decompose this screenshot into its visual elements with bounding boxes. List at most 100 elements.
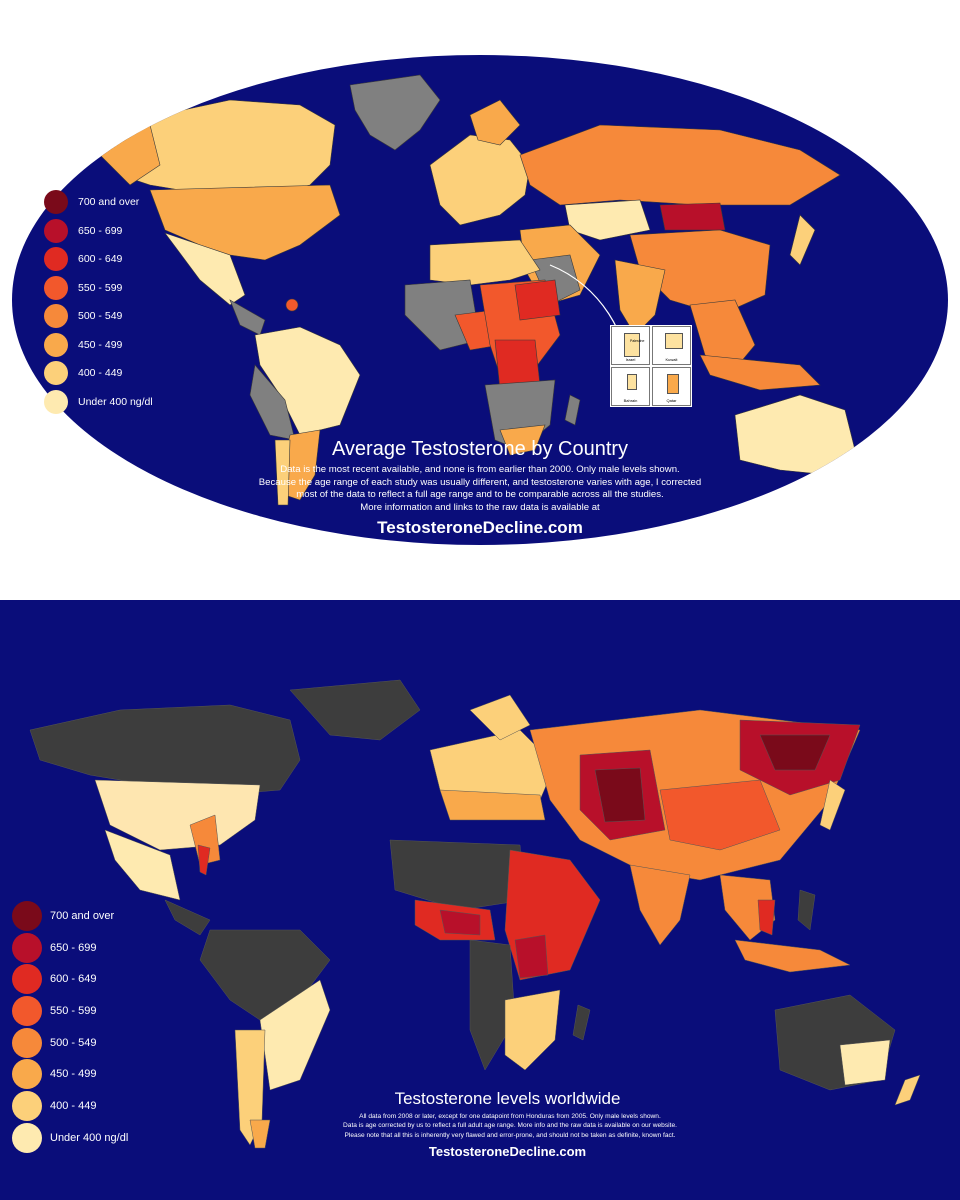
description-line: All data from 2008 or later, except for … xyxy=(359,1113,661,1120)
usa xyxy=(94,779,261,851)
madagascar xyxy=(572,1004,591,1041)
central-africa xyxy=(469,939,516,1071)
scandinavia xyxy=(469,99,521,146)
legend-label: 650 - 699 xyxy=(50,941,97,954)
north-africa xyxy=(389,839,526,911)
map1-description: Data is the most recent available, and n… xyxy=(200,464,760,514)
legend-map2: 700 and over 650 - 699 600 - 649 550 - 5… xyxy=(12,900,128,1154)
patagonia xyxy=(249,1119,271,1149)
inset-label-israel: Israel xyxy=(625,357,636,362)
legend-swatch xyxy=(44,218,68,243)
south-america-east xyxy=(259,979,331,1091)
west-africa xyxy=(404,279,481,351)
australia-east xyxy=(839,1039,891,1086)
south-america-north xyxy=(254,326,361,436)
legend-swatch xyxy=(12,900,42,931)
legend-label: 700 and over xyxy=(50,909,115,922)
heatmap-map xyxy=(0,600,960,1200)
legend-item: 650 - 699 xyxy=(12,932,128,964)
description-line: Please note that all this is inherently … xyxy=(344,1131,676,1139)
mediterranean-band xyxy=(439,789,546,821)
chile xyxy=(274,439,291,506)
new-zealand xyxy=(849,469,876,501)
legend-item: 500 - 549 xyxy=(12,1027,128,1059)
description-line: Because the age range of each study was … xyxy=(258,476,702,488)
legend-swatch xyxy=(44,275,68,300)
legend-label: 600 - 649 xyxy=(50,973,97,986)
north-africa xyxy=(429,239,541,286)
legend-item: 450 - 499 xyxy=(44,331,153,360)
version-label: v7 - 10/12/23 xyxy=(670,527,724,537)
japan xyxy=(819,779,846,831)
map2-website: TestosteroneDecline.com xyxy=(428,1144,587,1159)
legend-label: 550 - 599 xyxy=(50,1004,97,1017)
description-line: Data is age corrected by us to reflect a… xyxy=(343,1122,677,1130)
peru-bolivia xyxy=(249,364,296,441)
southern-africa xyxy=(504,989,561,1071)
canada xyxy=(109,99,336,196)
florida xyxy=(197,844,211,876)
legend-label: 650 - 699 xyxy=(78,224,123,237)
legend-swatch xyxy=(44,332,68,357)
legend-label: 600 - 649 xyxy=(78,253,123,266)
legend-label: 500 - 549 xyxy=(78,310,123,323)
legend-swatch xyxy=(12,1122,42,1153)
inset-label-palestine: Palestine xyxy=(630,339,645,343)
caribbean-island xyxy=(285,298,299,312)
usa xyxy=(149,184,341,261)
legend-item: 400 - 449 xyxy=(44,359,153,388)
legend-swatch xyxy=(44,389,68,414)
legend-swatch xyxy=(12,932,42,963)
india xyxy=(629,864,691,946)
legend-swatch xyxy=(44,304,68,329)
legend-swatch xyxy=(12,1090,42,1121)
indonesia xyxy=(734,939,851,973)
legend-label: 500 - 549 xyxy=(50,1036,97,1049)
legend-swatch xyxy=(12,1059,42,1090)
legend-label: Under 400 ng/dl xyxy=(50,1131,129,1144)
map1-website: TestosteroneDecline.com xyxy=(377,518,583,537)
canada-alaska xyxy=(29,704,301,796)
legend-label: 450 - 499 xyxy=(50,1068,97,1081)
japan xyxy=(789,214,816,266)
legend-swatch xyxy=(44,361,68,386)
central-asia-core xyxy=(594,767,646,823)
russia-east-core xyxy=(759,734,831,771)
west-africa-core xyxy=(439,909,481,936)
indonesia xyxy=(699,354,821,391)
legend-label: 450 - 499 xyxy=(78,338,123,351)
legend-map1: 700 and over 650 - 699 600 - 649 550 - 5… xyxy=(44,188,153,416)
legend-item: 700 and over xyxy=(44,188,153,217)
legend-swatch xyxy=(12,1027,42,1058)
description-line: most of the data to reflect a full age r… xyxy=(296,489,664,501)
inset-label-qatar: Qatar xyxy=(666,398,677,403)
mexico xyxy=(164,232,246,306)
legend-item: 450 - 499 xyxy=(12,1058,128,1090)
russia xyxy=(519,124,841,206)
philippines xyxy=(797,889,816,931)
legend-swatch xyxy=(44,190,68,215)
mongolia xyxy=(659,202,726,231)
china-band xyxy=(659,779,781,851)
map2-description: All data from 2008 or later, except for … xyxy=(250,1112,770,1140)
legend-label: Under 400 ng/dl xyxy=(78,395,153,408)
usa-southeast xyxy=(189,814,221,866)
scandinavia xyxy=(469,694,531,741)
country-map xyxy=(0,55,960,545)
legend-item: Under 400 ng/dl xyxy=(12,1122,128,1154)
legend-swatch xyxy=(12,964,42,995)
legend-label: 400 - 449 xyxy=(78,367,123,380)
description-line: Data is the most recent available, and n… xyxy=(280,464,680,475)
legend-item: 500 - 549 xyxy=(44,302,153,331)
legend-swatch xyxy=(44,247,68,272)
new-zealand xyxy=(894,1074,921,1106)
legend-item: 650 - 699 xyxy=(44,217,153,246)
legend-item: 600 - 649 xyxy=(44,245,153,274)
legend-label: 550 - 599 xyxy=(78,281,123,294)
legend-item: 550 - 599 xyxy=(44,274,153,303)
inset-label-bahrain: Bahrain xyxy=(623,398,638,403)
legend-item: 400 - 449 xyxy=(12,1090,128,1122)
description-line: More information and links to the raw da… xyxy=(360,501,600,513)
south-africa xyxy=(499,424,546,456)
legend-label: 400 - 449 xyxy=(50,1099,97,1112)
